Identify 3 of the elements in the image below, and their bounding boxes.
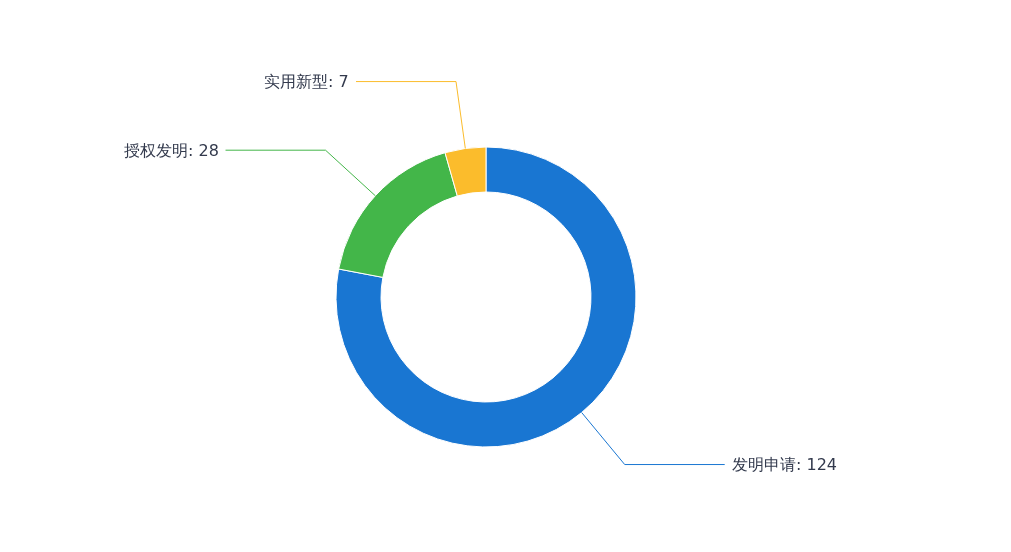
slice-label: 授权发明: 28 (124, 141, 219, 160)
slice-label: 实用新型: 7 (264, 72, 349, 91)
slice-label: 发明申请: 124 (732, 455, 838, 474)
